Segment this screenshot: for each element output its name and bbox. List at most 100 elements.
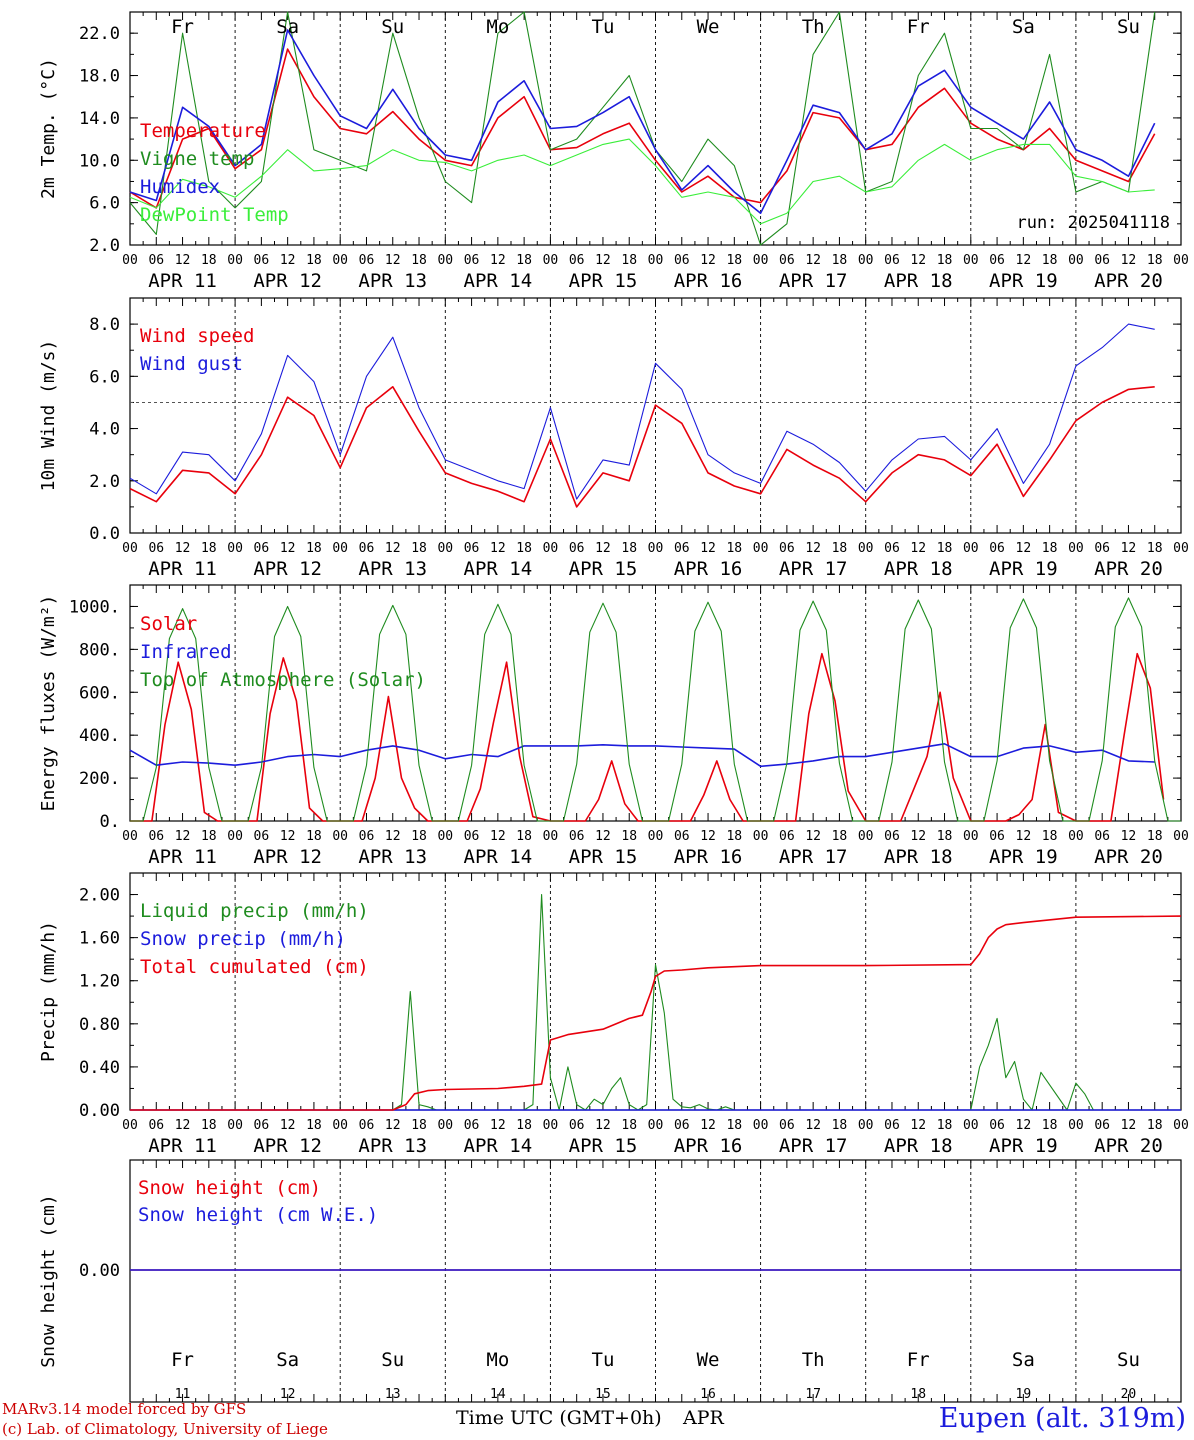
hour-label: 06 [464, 541, 480, 556]
hour-label: 00 [1068, 1118, 1084, 1133]
legend-entry: Top of Atmosphere (Solar) [140, 669, 426, 691]
hour-label: 00 [1068, 253, 1084, 268]
date-label: APR 19 [989, 270, 1058, 292]
date-label: APR 13 [358, 558, 427, 580]
date-label: APR 19 [989, 846, 1058, 868]
hour-label: 18 [832, 1118, 848, 1133]
hour-label: 06 [1094, 829, 1110, 844]
hour-label: 18 [621, 1118, 637, 1133]
day-name-label: Th [802, 1349, 825, 1371]
date-label: APR 17 [779, 558, 848, 580]
y-axis-label: 2m Temp. (°C) [38, 58, 59, 199]
series-line-wind-gust [129, 323, 1155, 500]
hour-label: 06 [1094, 1118, 1110, 1133]
hour-label: 00 [1068, 829, 1084, 844]
hour-label: 12 [1121, 541, 1137, 556]
hour-label: 00 [753, 829, 769, 844]
hour-label: 06 [148, 541, 164, 556]
hour-label: 18 [516, 1118, 532, 1133]
hour-label: 12 [1121, 1118, 1137, 1133]
hour-label: 00 [858, 541, 874, 556]
hour-label: 18 [516, 541, 532, 556]
date-label: APR 15 [569, 1135, 638, 1157]
hour-label: 12 [700, 829, 716, 844]
date-label: APR 20 [1094, 558, 1163, 580]
hour-label: 00 [858, 1118, 874, 1133]
hour-label: 06 [569, 541, 585, 556]
hour-label: 00 [648, 253, 664, 268]
hour-label: 12 [490, 253, 506, 268]
hour-label: 06 [254, 253, 270, 268]
date-label: APR 14 [464, 846, 533, 868]
hour-label: 00 [332, 253, 348, 268]
date-label: APR 12 [253, 270, 322, 292]
hour-label: 06 [254, 829, 270, 844]
date-label: APR 15 [569, 558, 638, 580]
day-name-label: Fr [907, 16, 930, 38]
hour-label: 18 [1147, 541, 1163, 556]
hour-label: 18 [411, 253, 427, 268]
hour-label: 00 [543, 541, 559, 556]
day-name-label: Sa [1012, 1349, 1035, 1371]
series-line-infrared [129, 742, 1155, 768]
day-number-label: 18 [910, 1387, 926, 1402]
day-name-label: Mo [486, 16, 509, 38]
hour-label: 00 [437, 829, 453, 844]
hour-label: 06 [884, 1118, 900, 1133]
date-label: APR 13 [358, 1135, 427, 1157]
hour-label: 12 [1121, 253, 1137, 268]
hour-label: 12 [910, 829, 926, 844]
hour-label: 00 [1173, 541, 1189, 556]
hour-label: 18 [411, 541, 427, 556]
date-label: APR 14 [464, 270, 533, 292]
hour-label: 00 [332, 829, 348, 844]
y-tick-label: 22.0 [79, 24, 120, 44]
hour-label: 06 [148, 829, 164, 844]
hour-label: 00 [753, 541, 769, 556]
hour-label: 06 [148, 1118, 164, 1133]
date-label: APR 20 [1094, 270, 1163, 292]
y-tick-label: 800. [79, 640, 120, 660]
hour-label: 18 [516, 253, 532, 268]
day-name-label: Tu [592, 16, 615, 38]
hour-label: 18 [201, 541, 217, 556]
hour-label: 18 [201, 253, 217, 268]
panel-wind: 0.0 2.0 4.0 6.0 8.0 10m Wind (m/s) Wind speed W… [38, 297, 1189, 580]
date-label: APR 17 [779, 270, 848, 292]
legend-entry: Vigne temp [140, 148, 254, 170]
hour-label: 18 [726, 829, 742, 844]
day-name-label: Sa [276, 16, 299, 38]
hour-label: 12 [700, 1118, 716, 1133]
hour-label: 00 [963, 1118, 979, 1133]
hour-label: 18 [306, 541, 322, 556]
hour-label: 18 [306, 1118, 322, 1133]
day-number-label: 12 [280, 1387, 296, 1402]
hour-label: 00 [332, 1118, 348, 1133]
y-tick-label: 0.00 [79, 1261, 120, 1281]
hour-label: 12 [385, 829, 401, 844]
hour-label: 06 [884, 829, 900, 844]
y-tick-label: 1000. [69, 597, 120, 617]
day-name-label: We [697, 16, 720, 38]
legend-entry: Total cumulated (cm) [140, 956, 369, 978]
series-line-wind-speed [129, 385, 1155, 508]
hour-label: 06 [779, 829, 795, 844]
day-number-label: 16 [700, 1387, 716, 1402]
date-label: APR 11 [148, 270, 217, 292]
date-label: APR 18 [884, 846, 953, 868]
date-label: APR 15 [569, 270, 638, 292]
hour-label: 12 [595, 829, 611, 844]
legend-entry: Wind gust [140, 353, 243, 375]
y-axis-label: 10m Wind (m/s) [38, 340, 59, 492]
day-name-label: Su [1117, 1349, 1140, 1371]
hour-label: 06 [674, 1118, 690, 1133]
hour-label: 00 [437, 253, 453, 268]
hour-label: 18 [1147, 253, 1163, 268]
date-label: APR 19 [989, 1135, 1058, 1157]
date-label: APR 12 [253, 1135, 322, 1157]
hour-label: 00 [858, 253, 874, 268]
hour-label: 12 [280, 1118, 296, 1133]
legend-entry: Infrared [140, 641, 232, 663]
y-tick-label: 14.0 [79, 109, 120, 129]
y-axis-label: Energy fluxes (W/m²) [38, 595, 59, 812]
